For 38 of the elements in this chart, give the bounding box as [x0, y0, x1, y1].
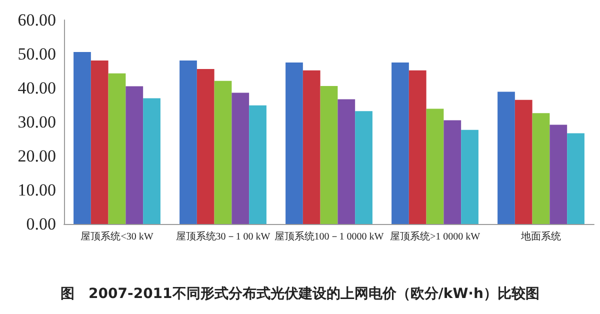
y-tick-label: 10.00 — [18, 180, 56, 200]
bar — [196, 68, 214, 224]
bar — [286, 62, 303, 224]
bar — [444, 120, 462, 224]
text: 图 2007-2011不同形式分布式光伏建设的上网电价（欧分/kW·h）比较图 — [60, 286, 540, 302]
y-tick-label: 60.00 — [18, 10, 56, 30]
bar — [338, 99, 356, 224]
x-tick-label: 屋顶系统100－1 0000 kW — [274, 230, 384, 242]
y-tick-label: 30.00 — [18, 112, 56, 132]
x-tick-label: 地面系统 — [520, 230, 561, 242]
bar — [143, 98, 160, 224]
x-tick-label: 屋顶系统>1 0000 kW — [390, 230, 481, 242]
bar — [108, 73, 126, 224]
bar — [90, 60, 108, 224]
bar — [426, 108, 444, 224]
x-tick-label: 屋顶系统30－1 00 kW — [176, 230, 271, 242]
bar — [408, 70, 426, 224]
bar — [320, 86, 338, 224]
bar — [567, 133, 584, 224]
bar — [126, 86, 144, 224]
bar — [232, 92, 250, 224]
y-tick-label: 20.00 — [18, 146, 56, 166]
bar — [498, 92, 515, 224]
bar — [180, 60, 197, 224]
bar — [392, 62, 409, 224]
bar — [214, 80, 232, 224]
bar — [532, 113, 550, 224]
y-tick-label: 40.00 — [18, 78, 56, 98]
bar — [355, 111, 372, 224]
x-tick-label: 屋顶系统<30 kW — [80, 230, 154, 242]
y-tick-label: 0.00 — [26, 214, 56, 234]
bar — [461, 130, 478, 224]
bar — [550, 124, 568, 224]
bar — [74, 52, 91, 224]
bar — [249, 105, 266, 224]
bar — [514, 100, 532, 224]
y-tick-label: 50.00 — [18, 44, 56, 64]
bar — [302, 70, 320, 224]
